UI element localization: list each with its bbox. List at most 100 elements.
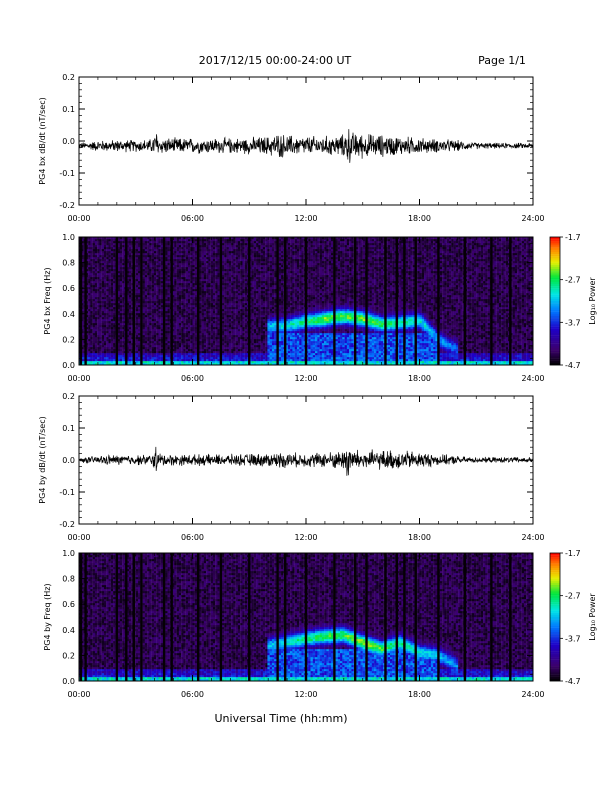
spectrogram-cell (135, 279, 139, 282)
spectrogram-cell (94, 303, 98, 306)
spectrogram-cell (187, 339, 191, 342)
spectrogram-cell (192, 257, 195, 260)
spectrogram-cell (106, 265, 109, 268)
spectrogram-cell (212, 347, 216, 350)
panel-bx-spectrogram: 1.00.80.60.40.20.0 00:00 06:00 12:00 18:00 2… (43, 233, 597, 383)
spectrogram-cell (158, 327, 161, 330)
spectrogram-cell (249, 269, 252, 272)
spectrogram-cell (194, 237, 198, 240)
spectrogram-cell (81, 241, 84, 244)
spectrogram-cell (228, 295, 232, 298)
spectrogram-cell (158, 263, 161, 266)
spectrogram-cell (244, 301, 248, 304)
spectrogram-cell (210, 241, 214, 244)
spectrogram-cell (231, 277, 234, 280)
spectrogram-cell (174, 347, 177, 350)
x-tick-label: 00:00 (67, 214, 90, 223)
spectrogram-cell (110, 351, 114, 354)
spectrogram-cell (172, 309, 175, 312)
spectrogram-cell (174, 349, 177, 352)
spectrogram-cell (108, 295, 111, 298)
spectrogram-cell (249, 237, 252, 240)
spectrogram-cell (233, 347, 236, 350)
spectrogram-cell (199, 297, 202, 300)
spectrogram-cell (108, 345, 111, 348)
spectrogram-cell (135, 251, 139, 254)
spectrogram-cell (94, 249, 98, 252)
spectrogram-cell (178, 357, 182, 360)
spectrogram-cell (119, 251, 123, 254)
spectrogram-cell (147, 285, 150, 288)
spectrogram-cell (167, 333, 170, 336)
spectrogram-cell (153, 261, 157, 264)
spectrogram-cell (153, 355, 157, 358)
spectrogram-cell (160, 261, 164, 264)
spectrogram-cell (138, 245, 141, 248)
spectrogram-cell (235, 237, 239, 240)
spectrogram-cell (237, 359, 241, 362)
spectrogram-cell (181, 253, 184, 256)
spectrogram-cell (119, 293, 123, 296)
spectrogram-cell (233, 331, 236, 334)
spectrogram-cell (144, 281, 148, 284)
spectrogram-cell (81, 289, 84, 292)
spectrogram-cell (131, 247, 134, 250)
spectrogram-cell (81, 341, 84, 344)
spectrogram-cell (217, 361, 220, 364)
spectrogram-cell (201, 361, 204, 364)
spectrogram-cell (158, 253, 161, 256)
spectrogram-cell (97, 291, 100, 294)
spectrogram-cell (149, 341, 152, 344)
spectrogram-cell (156, 315, 159, 318)
spectrogram-cell (128, 313, 132, 316)
spectrogram-cell (226, 309, 229, 312)
spectrogram-cell (165, 261, 168, 264)
spectrogram-cell (147, 271, 150, 274)
spectrogram-cell (92, 279, 96, 282)
spectrogram-cell (176, 283, 180, 286)
spectrogram-cell (149, 281, 152, 284)
spectrogram-cell (151, 289, 155, 292)
spectrogram-cell (199, 337, 202, 340)
spectrogram-cell (183, 255, 186, 258)
spectrogram-cell (201, 313, 204, 316)
spectrogram-cell (208, 291, 211, 294)
spectrogram-cell (244, 259, 248, 262)
spectrogram-cell (147, 255, 150, 258)
spectrogram-cell (201, 259, 204, 262)
spectrogram-cell (249, 253, 252, 256)
spectrogram-cell (85, 335, 89, 338)
spectrogram-cell (160, 259, 164, 262)
spectrogram-cell (149, 275, 152, 278)
spectrogram-cell (160, 323, 164, 326)
spectrogram-cell (217, 287, 220, 290)
spectrogram-cell (210, 321, 214, 324)
spectrogram-cell (240, 267, 243, 270)
spectrogram-cell (240, 263, 243, 266)
spectrogram-cell (203, 269, 207, 272)
spectrogram-cell (226, 311, 229, 314)
spectrogram-cell (176, 331, 180, 334)
spectrogram-cell (117, 243, 121, 246)
spectrogram-cell (215, 305, 218, 308)
spectrogram-cell (85, 303, 89, 306)
spectrogram-cell (208, 239, 211, 242)
spectrogram-cell (187, 269, 191, 272)
spectrogram-cell (222, 311, 225, 314)
spectrogram-cell (108, 329, 111, 332)
spectrogram-cell (126, 243, 130, 246)
spectrogram-cell (99, 297, 102, 300)
spectrogram-cell (119, 315, 123, 318)
spectrogram-cell (242, 337, 245, 340)
spectrogram-cell (210, 319, 214, 322)
spectrogram-cell (160, 267, 164, 270)
spectrogram-cell (228, 241, 232, 244)
spectrogram-cell (210, 261, 214, 264)
spectrogram-cell (135, 299, 139, 302)
spectrogram-cell (242, 281, 245, 284)
spectrogram-cell (190, 345, 193, 348)
spectrogram-cell (147, 249, 150, 252)
spectrogram-cell (194, 305, 198, 308)
spectrogram-cell (174, 289, 177, 292)
spectrogram-cell (97, 261, 100, 264)
